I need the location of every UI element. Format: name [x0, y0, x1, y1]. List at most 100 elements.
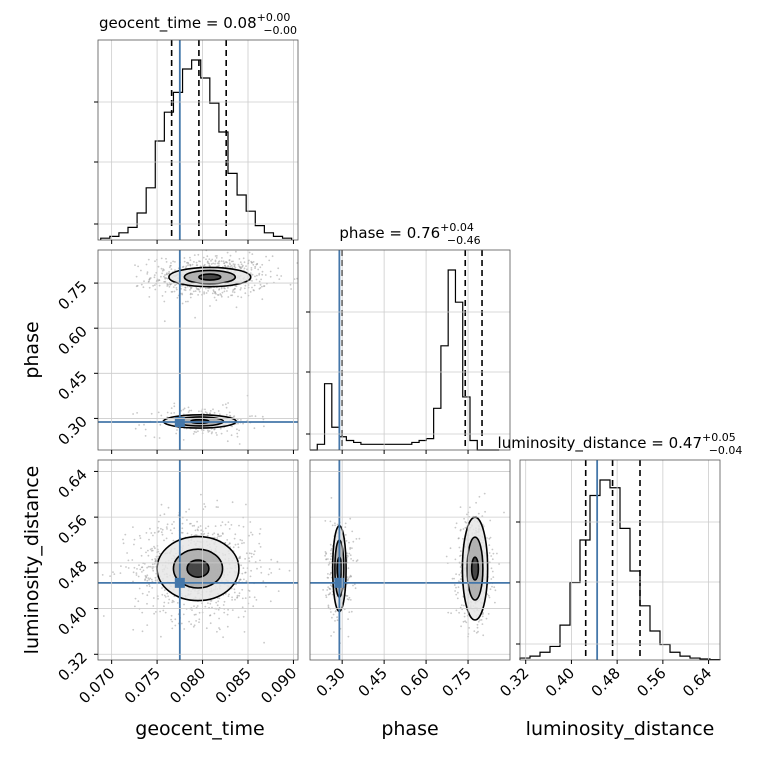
sample-point: [503, 511, 505, 514]
sample-point: [157, 520, 160, 523]
sample-point: [153, 284, 156, 286]
sample-point: [250, 268, 253, 271]
contour-line: [168, 266, 252, 288]
sample-point: [230, 434, 233, 437]
sample-point: [196, 605, 199, 607]
sample-point: [238, 443, 241, 445]
sample-point: [165, 261, 168, 263]
sample-point: [225, 406, 228, 409]
sample-point: [350, 575, 353, 578]
sample-point: [185, 265, 188, 268]
sample-point: [248, 560, 251, 562]
sample-point: [138, 424, 141, 426]
sample-point: [173, 290, 176, 293]
sample-point: [136, 568, 138, 570]
sample-point: [237, 543, 240, 546]
sample-point: [211, 292, 214, 295]
sample-point: [163, 320, 166, 323]
sample-point: [191, 293, 194, 295]
sample-point: [488, 552, 491, 554]
hist-luminosity-distance-bars: [519, 479, 721, 661]
sample-point: [183, 628, 186, 630]
sample-point: [148, 278, 151, 281]
sample-point: [239, 539, 242, 541]
sample-point: [244, 284, 247, 287]
sample-point: [459, 606, 462, 609]
sample-point: [140, 269, 142, 272]
sample-point: [231, 294, 234, 297]
sample-point: [161, 593, 164, 596]
phase-tick-label: 0.75: [439, 664, 475, 700]
sample-point: [255, 263, 258, 266]
sample-point: [478, 495, 481, 498]
sample-point: [193, 605, 195, 607]
sample-point: [477, 630, 479, 633]
sample-point: [148, 583, 151, 586]
sample-point: [152, 534, 154, 537]
sample-point: [132, 526, 134, 528]
sample-point: [194, 290, 197, 292]
sample-point: [250, 531, 252, 534]
sample-point: [243, 261, 246, 264]
phase-tick-label: 0.30: [313, 664, 349, 700]
sample-point: [171, 290, 174, 293]
sample-point: [346, 557, 349, 559]
contour-line: [198, 273, 222, 281]
hist-phase-grid: [310, 250, 510, 450]
scatter-ld-phase: [310, 460, 510, 660]
sample-point: [244, 292, 247, 295]
sample-point: [239, 578, 242, 581]
sample-point: [334, 522, 336, 525]
sample-point: [164, 611, 167, 614]
sample-point: [163, 300, 166, 303]
sample-point: [243, 542, 245, 544]
sample-point: [187, 300, 189, 303]
sample-point: [457, 591, 459, 594]
sample-point: [245, 265, 247, 267]
sample-point: [215, 432, 218, 434]
sample-point: [203, 292, 206, 295]
sample-point: [144, 428, 147, 431]
sample-point: [171, 601, 174, 604]
sample-point: [261, 263, 264, 266]
sample-point: [233, 591, 236, 594]
sample-point: [349, 517, 352, 520]
sample-point: [203, 291, 206, 293]
sample-point: [183, 260, 186, 263]
sample-point: [153, 274, 156, 276]
sample-point: [494, 601, 496, 604]
sample-point: [239, 555, 242, 558]
sample-point: [187, 264, 189, 266]
sample-point: [109, 575, 111, 577]
scatter-ld-phase-grid: [310, 460, 510, 660]
sample-point: [254, 561, 257, 563]
sample-point: [113, 573, 116, 575]
sample-point: [289, 283, 292, 286]
sample-point: [464, 521, 467, 523]
sample-point: [154, 558, 157, 560]
sample-point: [259, 287, 262, 289]
sample-point: [460, 604, 463, 606]
sample-point: [241, 606, 244, 609]
sample-point: [155, 611, 157, 613]
sample-point: [251, 286, 253, 289]
sample-point: [160, 503, 163, 506]
sample-point: [148, 286, 151, 289]
sample-point: [193, 261, 195, 263]
sample-point: [226, 539, 229, 541]
sample-point: [166, 273, 168, 276]
sample-point: [228, 259, 231, 261]
sample-point: [203, 532, 206, 535]
sample-point: [217, 600, 220, 603]
sample-point: [280, 275, 283, 277]
sample-point: [223, 287, 225, 289]
sample-point: [193, 613, 196, 616]
sample-point: [484, 510, 486, 513]
sample-point: [227, 265, 230, 268]
sample-point: [222, 533, 224, 535]
sample-point: [271, 255, 274, 258]
sample-point: [163, 601, 166, 604]
sample-point: [348, 576, 351, 578]
sample-point: [268, 259, 271, 262]
luminosity-distance-tick-label: 0.40: [542, 664, 578, 700]
